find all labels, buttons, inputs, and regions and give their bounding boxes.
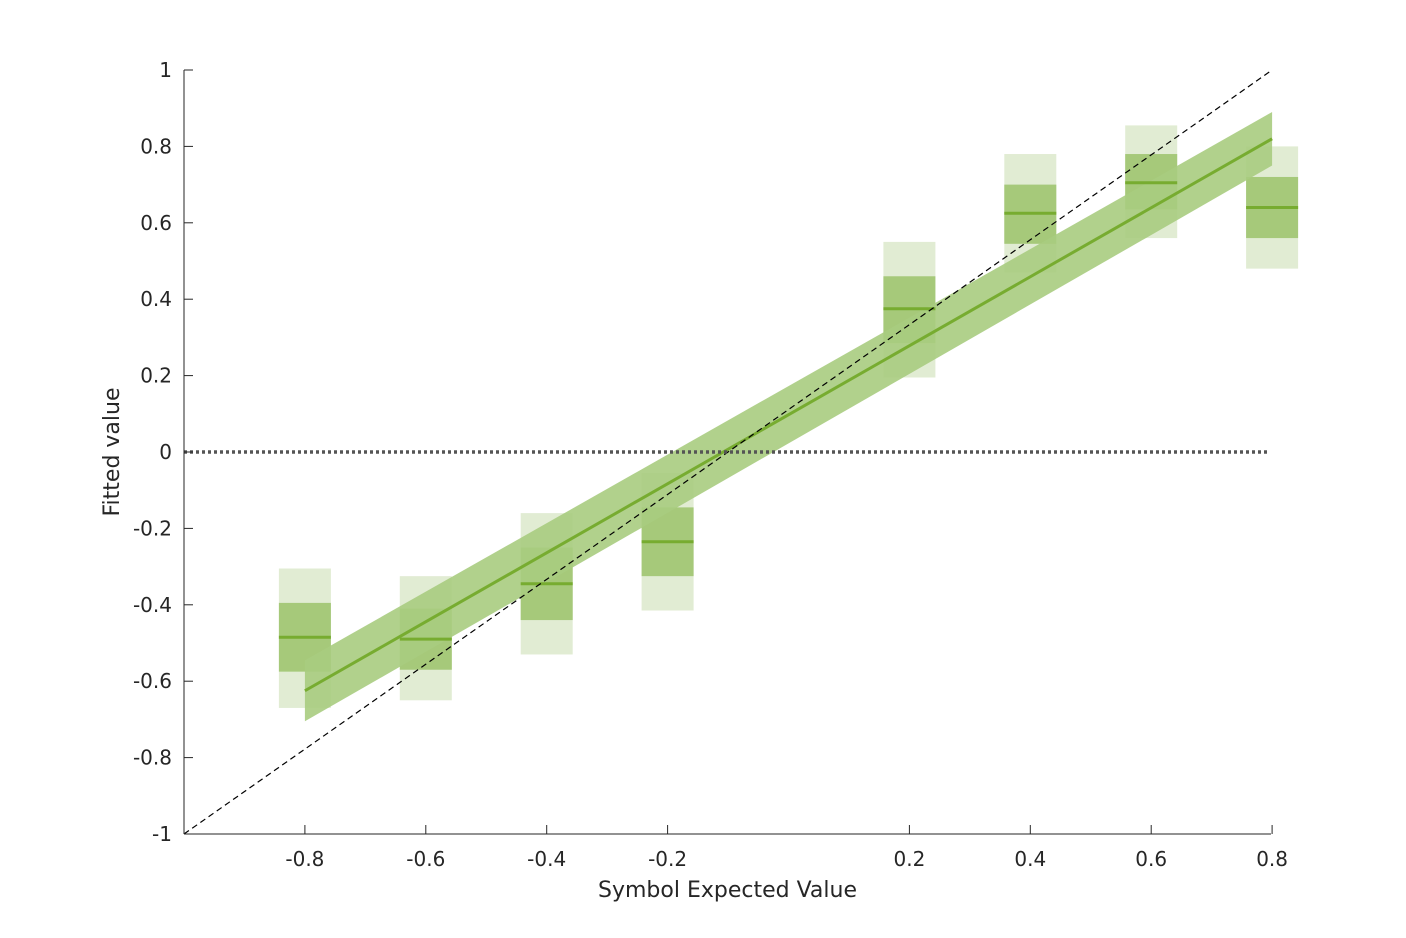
reference-layer — [183, 69, 1273, 835]
x-axis-title: Symbol Expected Value — [598, 878, 857, 903]
x-tick-label-4: 0.2 — [893, 847, 925, 871]
x-tick-label-5: 0.4 — [1014, 847, 1046, 871]
x-tick-label-6: 0.6 — [1135, 847, 1167, 871]
y-tick-label-2: -0.6 — [133, 669, 172, 693]
y-tick-label-6: 0.2 — [140, 364, 172, 388]
y-axis-title: Fitted value — [100, 387, 125, 516]
y-tick-label-0: -1 — [152, 822, 172, 846]
y-tick-label-10: 1 — [159, 58, 172, 82]
y-tick-label-3: -0.4 — [133, 593, 172, 617]
y-tick-label-5: 0 — [159, 440, 172, 464]
y-tick-label-8: 0.6 — [140, 211, 172, 235]
x-tick-label-2: -0.4 — [527, 847, 566, 871]
y-tick-label-7: 0.4 — [140, 287, 172, 311]
fit-layer — [278, 112, 1299, 722]
fit-confidence-band — [304, 112, 1273, 722]
identity-reference-line — [183, 69, 1273, 835]
x-tick-label-3: -0.2 — [648, 847, 687, 871]
x-tick-label-7: 0.8 — [1256, 847, 1288, 871]
y-tick-label-4: -0.2 — [133, 516, 172, 540]
x-tick-label-1: -0.6 — [406, 847, 445, 871]
fit-line — [304, 137, 1273, 693]
axes: -1 -0.8 -0.6 -0.4 -0.2 0 0.2 0.4 0.6 0.8 1 -0.8 -0.6… — [133, 58, 1288, 871]
y-tick-label-1: -0.8 — [133, 746, 172, 770]
x-tick-label-0: -0.8 — [285, 847, 324, 871]
y-tick-label-9: 0.8 — [140, 134, 172, 158]
